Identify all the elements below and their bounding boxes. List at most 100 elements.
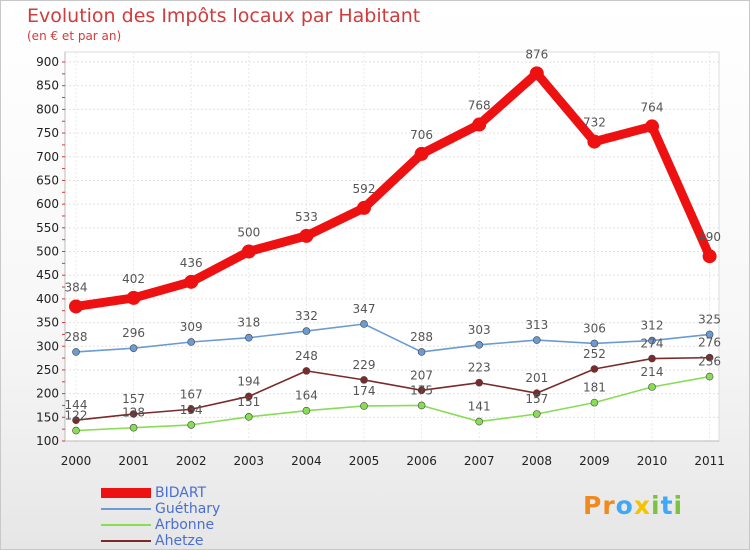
data-point-bidart bbox=[587, 134, 602, 149]
x-tick-label: 2003 bbox=[234, 454, 265, 468]
data-point-bidart bbox=[472, 117, 487, 132]
data-label-guethary: 313 bbox=[525, 318, 548, 332]
data-point-arbonne bbox=[532, 410, 541, 418]
data-point-arbonne bbox=[360, 402, 368, 410]
data-point-arbonne bbox=[705, 372, 714, 381]
legend-item-bidart: BIDART bbox=[101, 485, 301, 502]
y-tick-label: 200 bbox=[36, 387, 59, 401]
data-point-arbonne bbox=[475, 417, 484, 426]
data-label-guethary: 312 bbox=[641, 319, 664, 333]
data-point-guethary bbox=[187, 338, 195, 346]
series-line-ahetze bbox=[75, 356, 711, 421]
data-point-bidart bbox=[184, 274, 199, 289]
series-line-bidart bbox=[71, 68, 715, 311]
x-tick-label: 2004 bbox=[291, 454, 322, 468]
data-point-arbonne bbox=[129, 423, 138, 432]
x-tick-label: 2002 bbox=[176, 454, 207, 468]
data-point-guethary bbox=[72, 348, 80, 356]
legend-label-arbonne: Arbonne bbox=[155, 517, 215, 533]
data-label-arbonne: 157 bbox=[525, 392, 548, 406]
data-point-arbonne bbox=[302, 406, 311, 415]
data-point-guethary bbox=[590, 339, 599, 348]
x-tick-label: 2005 bbox=[349, 454, 380, 468]
data-label-guethary: 303 bbox=[468, 323, 491, 337]
plot-area bbox=[64, 51, 720, 442]
y-tick-label: 300 bbox=[36, 339, 59, 353]
data-label-guethary: 288 bbox=[65, 330, 88, 344]
data-point-bidart bbox=[299, 228, 314, 243]
x-tick-label: 2011 bbox=[694, 454, 725, 468]
data-label-arbonne: 164 bbox=[295, 389, 318, 403]
y-tick-label: 600 bbox=[36, 197, 59, 211]
data-label-ahetze: 223 bbox=[468, 361, 491, 375]
data-label-bidart: 436 bbox=[180, 256, 203, 270]
logo-letter: x bbox=[633, 491, 651, 520]
data-point-guethary bbox=[648, 336, 656, 345]
legend: BIDART Guéthary Arbonne Ahetze bbox=[101, 485, 301, 550]
data-label-bidart: 384 bbox=[65, 280, 88, 294]
data-point-arbonne bbox=[72, 426, 80, 435]
series-line-guethary bbox=[75, 323, 711, 353]
data-point-bidart bbox=[357, 200, 371, 215]
data-point-guethary bbox=[129, 344, 138, 352]
data-point-bidart bbox=[529, 66, 544, 81]
data-label-bidart: 402 bbox=[122, 272, 145, 286]
y-tick-label: 100 bbox=[36, 434, 59, 448]
data-point-guethary bbox=[705, 330, 714, 339]
data-label-bidart: 764 bbox=[641, 100, 664, 114]
data-point-arbonne bbox=[417, 401, 426, 410]
x-tick-label: 2008 bbox=[522, 454, 553, 468]
y-tick-label: 500 bbox=[36, 245, 59, 259]
data-point-bidart bbox=[126, 290, 141, 305]
data-label-bidart: 533 bbox=[295, 210, 318, 224]
legend-item-arbonne: Arbonne bbox=[101, 517, 301, 534]
data-label-guethary: 325 bbox=[698, 312, 721, 326]
data-label-arbonne: 214 bbox=[641, 365, 664, 379]
chart-subtitle: (en € et par an) bbox=[27, 29, 122, 43]
data-label-ahetze: 207 bbox=[410, 368, 433, 382]
data-label-guethary: 309 bbox=[180, 320, 203, 334]
data-point-guethary bbox=[417, 348, 426, 356]
data-point-ahetze bbox=[187, 405, 195, 414]
y-tick-label: 400 bbox=[36, 292, 59, 306]
series-line-arbonne bbox=[75, 375, 711, 432]
chart-title: Evolution des Impôts locaux par Habitant bbox=[27, 5, 421, 27]
y-tick-label: 550 bbox=[36, 221, 59, 235]
data-label-arbonne: 128 bbox=[122, 406, 145, 420]
data-point-ahetze bbox=[245, 392, 253, 401]
data-point-guethary bbox=[302, 327, 311, 335]
legend-swatch-bidart bbox=[101, 488, 151, 498]
data-label-arbonne: 141 bbox=[468, 400, 491, 414]
logo-letter: o bbox=[615, 491, 634, 520]
data-point-bidart bbox=[645, 119, 659, 134]
y-tick-label: 900 bbox=[36, 55, 59, 69]
data-point-arbonne bbox=[245, 413, 253, 421]
data-label-ahetze: 274 bbox=[641, 337, 664, 351]
data-label-bidart: 876 bbox=[525, 47, 548, 61]
legend-label-bidart: BIDART bbox=[155, 485, 207, 501]
y-tick-label: 850 bbox=[36, 79, 59, 93]
data-point-ahetze bbox=[129, 410, 138, 418]
data-point-arbonne bbox=[648, 383, 656, 391]
logo-letter: i bbox=[673, 491, 684, 520]
legend-label-ahetze: Ahetze bbox=[155, 533, 204, 549]
data-label-guethary: 318 bbox=[237, 316, 260, 330]
data-label-ahetze: 248 bbox=[295, 349, 318, 363]
data-point-bidart bbox=[69, 299, 83, 314]
y-tick-label: 700 bbox=[36, 150, 59, 164]
data-point-ahetze bbox=[648, 354, 656, 363]
data-label-guethary: 288 bbox=[410, 330, 433, 344]
data-label-ahetze: 167 bbox=[180, 387, 203, 401]
data-label-guethary: 296 bbox=[122, 326, 145, 340]
x-tick-label: 2006 bbox=[406, 454, 437, 468]
proxiti-logo: Proxiti bbox=[583, 491, 683, 520]
legend-item-ahetze: Ahetze bbox=[101, 533, 301, 550]
data-label-bidart: 706 bbox=[410, 128, 433, 142]
data-label-arbonne: 134 bbox=[180, 403, 203, 417]
data-point-guethary bbox=[475, 341, 484, 349]
data-point-ahetze bbox=[72, 416, 80, 424]
x-tick-label: 2010 bbox=[637, 454, 668, 468]
data-point-ahetze bbox=[532, 389, 541, 397]
